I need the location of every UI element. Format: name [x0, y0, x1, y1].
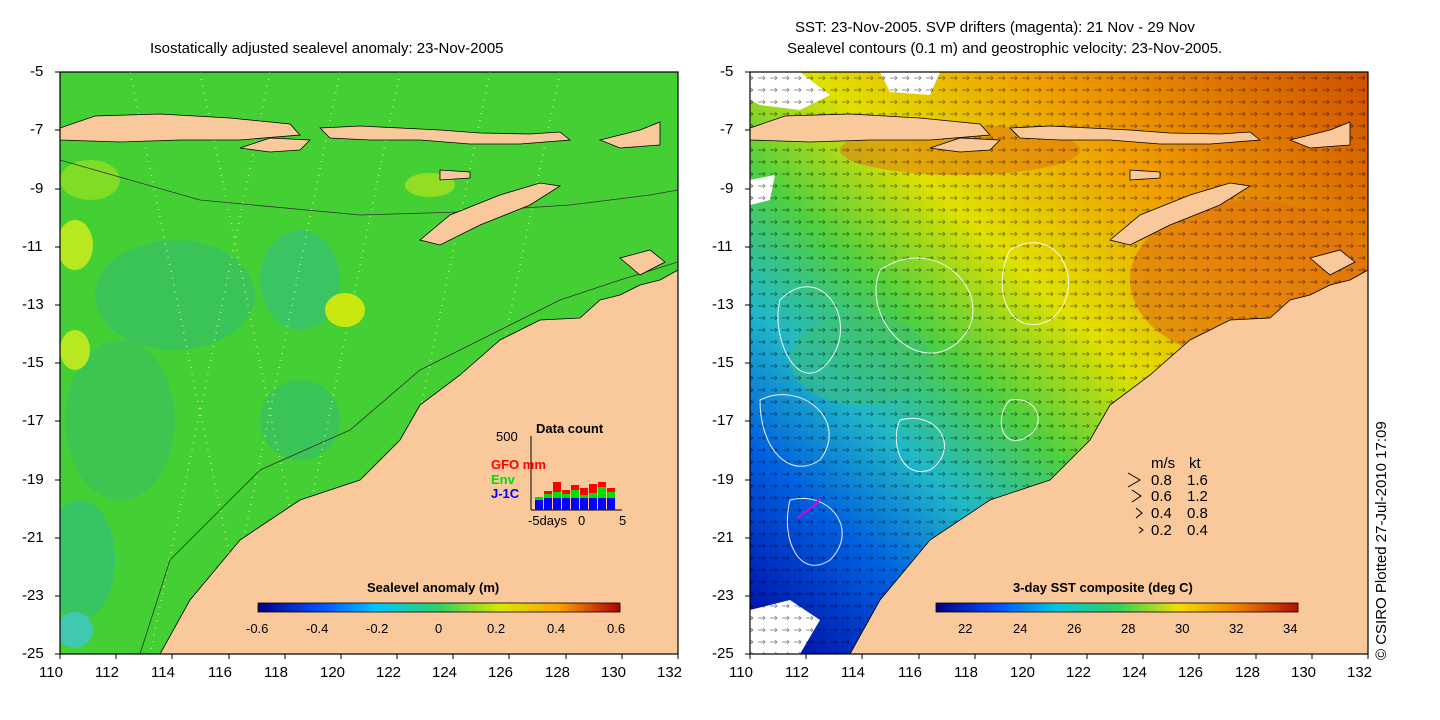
y-tick-left: -13: [22, 296, 44, 313]
sla-colorbar-tick: -0.4: [306, 621, 329, 636]
inset-xlabel: -5days: [528, 513, 568, 528]
sst-colorbar-tick: 24: [1013, 621, 1028, 636]
sst-map: [750, 72, 1368, 654]
speed-legend-ms: 0.4: [1151, 505, 1172, 522]
svp-drifter-track: [797, 497, 821, 519]
y-tick-right: -17: [712, 412, 734, 429]
x-tick-left: 110: [39, 664, 63, 681]
x-tick-right: 122: [1066, 664, 1092, 681]
speed-legend-ms: 0.6: [1151, 488, 1172, 505]
inset-xtick: 5: [619, 513, 627, 528]
x-tick-right: 112: [785, 664, 809, 681]
x-tick-right: 128: [1235, 664, 1261, 681]
csiro-credit: © CSIRO Plotted 27-Jul-2010 17:09: [1373, 421, 1390, 660]
x-tick-left: 132: [657, 664, 683, 681]
x-tick-right: 114: [841, 664, 865, 681]
axis-ticks: [55, 71, 1369, 659]
sla-colorbar: [257, 602, 621, 613]
x-tick-left: 118: [264, 664, 288, 681]
x-tick-right: 126: [1178, 664, 1204, 681]
x-tick-right: 124: [1122, 664, 1148, 681]
inset-legend-env: Env: [491, 472, 515, 487]
sst-colorbar-tick: 26: [1067, 621, 1082, 636]
speed-legend-kt: 1.2: [1187, 488, 1208, 505]
right-panel-title-line2: Sealevel contours (0.1 m) and geostrophi…: [787, 40, 1223, 57]
sst-colorbar-tick: 34: [1283, 621, 1298, 636]
left-panel-title: Isostatically adjusted sealevel anomaly:…: [150, 40, 504, 57]
speed-legend-kt: 1.6: [1187, 472, 1208, 489]
inset-xtick: 0: [578, 513, 586, 528]
x-tick-left: 112: [95, 664, 119, 681]
inset-title: Data count: [536, 421, 604, 436]
x-tick-right: 110: [729, 664, 753, 681]
speed-legend-arrows: [1127, 472, 1144, 534]
x-tick-left: 124: [432, 664, 458, 681]
x-tick-right: 120: [1010, 664, 1036, 681]
sst-colorbar-tick: 28: [1121, 621, 1136, 636]
sst-colorbar-tick: 30: [1175, 621, 1190, 636]
y-tick-left: -11: [22, 238, 43, 255]
y-tick-right: -7: [720, 121, 734, 138]
sst-colorbar-tick: 22: [958, 621, 973, 636]
y-tick-left: -9: [30, 180, 44, 197]
y-tick-right: -15: [712, 354, 734, 371]
inset-ymax: 500: [496, 429, 518, 444]
sst-colorbar-label: 3-day SST composite (deg C): [1013, 580, 1193, 595]
y-tick-left: -19: [22, 471, 44, 488]
speed-legend-header-ms: m/s: [1151, 455, 1176, 472]
sst-colorbar-tick: 32: [1229, 621, 1244, 636]
y-tick-right: -21: [712, 529, 734, 546]
data-count-inset: [530, 436, 622, 511]
y-tick-right: -11: [712, 238, 733, 255]
y-tick-right: -13: [712, 296, 734, 313]
x-tick-right: 116: [898, 664, 922, 681]
sla-colorbar-tick: 0: [435, 621, 443, 636]
y-tick-left: -5: [30, 63, 44, 80]
speed-legend-kt: 0.4: [1187, 522, 1208, 539]
inset-legend-j1c: J-1C: [491, 486, 520, 501]
y-tick-right: -25: [712, 645, 734, 662]
sla-colorbar-tick: 0.4: [547, 621, 566, 636]
y-tick-left: -25: [22, 645, 44, 662]
x-tick-left: 130: [601, 664, 627, 681]
y-tick-left: -7: [30, 121, 44, 138]
sla-colorbar-tick: -0.6: [246, 621, 269, 636]
y-tick-right: -19: [712, 471, 734, 488]
sla-colorbar-tick: 0.2: [487, 621, 506, 636]
data-count-bars: [535, 482, 615, 510]
y-tick-left: -15: [22, 354, 44, 371]
sealevel-anomaly-map: [60, 72, 678, 654]
speed-legend-ms: 0.2: [1151, 522, 1172, 539]
sla-colorbar-label: Sealevel anomaly (m): [367, 580, 500, 595]
sst-colorbar: [935, 602, 1299, 613]
y-tick-left: -23: [22, 587, 44, 604]
x-tick-left: 122: [376, 664, 402, 681]
x-tick-left: 126: [488, 664, 514, 681]
y-tick-right: -23: [712, 587, 734, 604]
x-tick-left: 116: [208, 664, 232, 681]
speed-legend-ms: 0.8: [1151, 472, 1172, 489]
x-tick-right: 130: [1291, 664, 1317, 681]
y-tick-right: -5: [720, 63, 734, 80]
y-tick-left: -21: [22, 529, 44, 546]
sla-colorbar-tick: 0.6: [607, 621, 626, 636]
right-panel-title-line1: SST: 23-Nov-2005. SVP drifters (magenta)…: [795, 19, 1195, 36]
x-tick-right: 118: [954, 664, 978, 681]
x-tick-left: 128: [545, 664, 571, 681]
y-tick-left: -17: [22, 412, 44, 429]
y-tick-right: -9: [720, 180, 734, 197]
inset-legend-gfo: GFO mm: [491, 457, 546, 472]
x-tick-left: 120: [320, 664, 346, 681]
speed-legend-header-kt: kt: [1189, 455, 1201, 472]
x-tick-left: 114: [151, 664, 175, 681]
sla-colorbar-tick: -0.2: [366, 621, 389, 636]
speed-legend-kt: 0.8: [1187, 505, 1208, 522]
x-tick-right: 132: [1347, 664, 1373, 681]
